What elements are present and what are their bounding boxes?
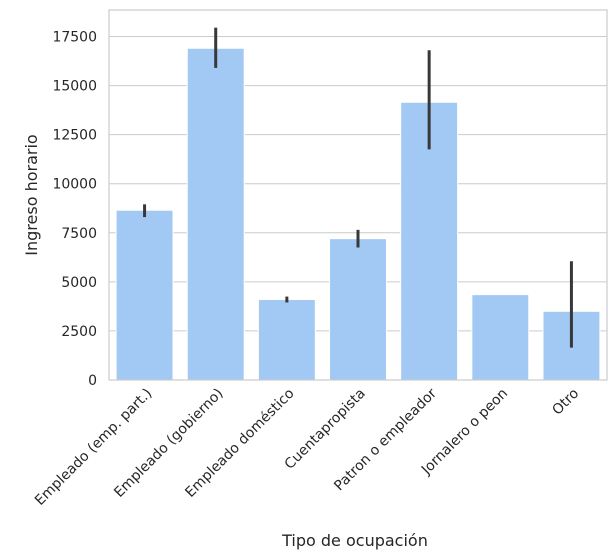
bar xyxy=(115,209,174,381)
x-axis-label: Tipo de ocupación xyxy=(281,531,428,550)
y-axis-label: Ingreso horario xyxy=(22,134,41,255)
y-tick-label: 17500 xyxy=(52,29,97,45)
y-tick-labels: 0 2500 5000 7500 10000 12500 15000 17500 xyxy=(52,29,97,389)
y-tick-label: 7500 xyxy=(61,226,97,242)
bars xyxy=(115,47,601,381)
y-tick-label: 10000 xyxy=(52,177,97,193)
bar xyxy=(329,238,387,381)
y-tick-label: 12500 xyxy=(52,128,97,144)
y-tick-label: 2500 xyxy=(61,324,97,340)
x-tick-label: Otro xyxy=(549,386,582,419)
y-tick-label: 15000 xyxy=(52,79,97,95)
plot-frame xyxy=(108,9,608,381)
bar xyxy=(257,299,316,381)
y-tick-label: 5000 xyxy=(61,275,97,291)
x-tick-labels: Empleado (emp. part.)Empleado (gobierno)… xyxy=(32,385,582,509)
bar xyxy=(471,294,530,381)
error-bars xyxy=(143,27,573,348)
x-tick-label: Empleado (emp. part.) xyxy=(32,386,155,509)
bar xyxy=(186,47,245,381)
y-tick-label: 0 xyxy=(88,373,97,389)
